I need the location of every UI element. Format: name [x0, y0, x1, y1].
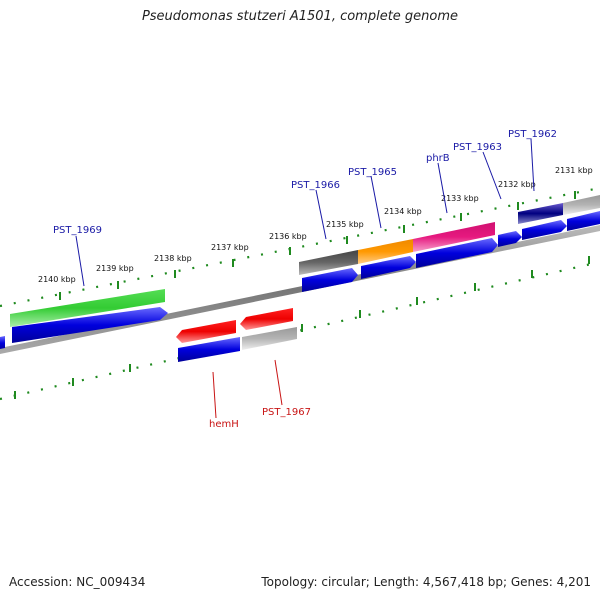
- gene-label-pst-1963: PST_1963: [453, 142, 502, 153]
- gene-label-pst-1967: PST_1967: [262, 407, 311, 418]
- genome-summary-text: Topology: circular; Length: 4,567,418 bp…: [261, 575, 591, 589]
- gene-label-pst-1966: PST_1966: [291, 180, 340, 191]
- gene-label-pst-1962: PST_1962: [508, 129, 557, 140]
- gene-phrb-magenta: [413, 222, 495, 252]
- scale-label: 2140 kbp: [38, 275, 76, 284]
- accession-text: Accession: NC_009434: [9, 575, 146, 589]
- gene-labels: PST_1969 PST_1966 PST_1965 phrB PST_1963…: [53, 129, 557, 430]
- gene-label-pst-1969: PST_1969: [53, 225, 102, 236]
- scale-label: 2139 kbp: [96, 264, 134, 273]
- gene-hemh-red: [176, 320, 236, 343]
- scale-label: 2137 kbp: [211, 243, 249, 252]
- gene-pst-1969-green: [10, 289, 165, 327]
- map-title: Pseudomonas stutzeri A1501, complete gen…: [141, 9, 459, 24]
- cds-arrow: [522, 220, 567, 240]
- scale-label: 2132 kbp: [498, 180, 536, 189]
- genome-backbone: [0, 225, 600, 354]
- gene-navy: [518, 203, 563, 224]
- scale-labels: 2140 kbp 2139 kbp 2138 kbp 2137 kbp 2136…: [38, 166, 593, 284]
- cds-arrow: [302, 268, 358, 292]
- scale-label: 2136 kbp: [269, 232, 307, 241]
- upper-major-ticks: [59, 191, 576, 300]
- gene-dark-gray: [299, 250, 358, 275]
- scale-label: 2131 kbp: [555, 166, 593, 175]
- gene-label-pst-1965: PST_1965: [348, 167, 397, 178]
- reverse-feature-ring: [176, 308, 297, 362]
- gene-label-hemh: hemH: [209, 419, 239, 430]
- scale-label: 2134 kbp: [384, 207, 422, 216]
- forward-feature-ring: [10, 195, 600, 327]
- gene-label-phrb: phrB: [426, 153, 450, 164]
- cds-arrow-lower: [178, 337, 240, 362]
- gene-gray-lower: [242, 327, 297, 350]
- cds-arrow: [0, 336, 5, 349]
- scale-label: 2138 kbp: [154, 254, 192, 263]
- forward-cds-ring: [0, 211, 600, 349]
- cds-arrow: [361, 256, 416, 279]
- gene-gray-right: [563, 195, 600, 215]
- cds-arrow: [12, 307, 168, 343]
- scale-label: 2135 kbp: [326, 220, 364, 229]
- cds-arrow: [567, 211, 600, 231]
- gene-orange: [358, 239, 413, 264]
- scale-label: 2133 kbp: [441, 194, 479, 203]
- cds-arrow: [416, 238, 498, 268]
- label-leaders: [75, 138, 535, 419]
- gene-pst-1967-red: [240, 308, 293, 330]
- cds-arrow: [498, 231, 522, 247]
